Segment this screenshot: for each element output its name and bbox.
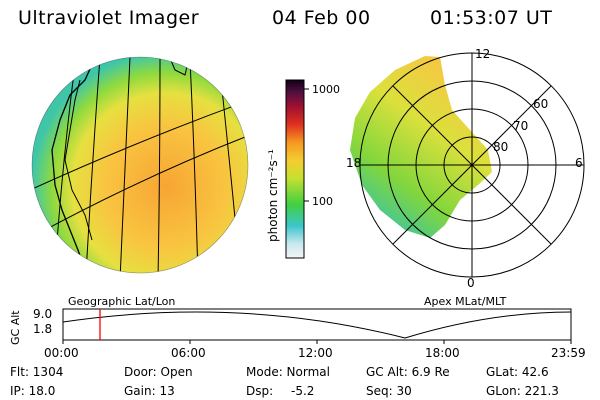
info-gc-alt: GC Alt: 6.9 Re [366,365,450,379]
info-mode: Mode: Normal [246,365,330,379]
info-door: Door: Open [124,365,193,379]
instrument-title: Ultraviolet Imager [18,7,200,29]
polar-plot [350,52,585,278]
mlt-label-0: 0 [467,276,475,290]
lat-label-70: 70 [513,119,529,133]
timeline-axis-title: GC Alt [9,310,22,345]
info-ip: IP: 18.0 [10,384,56,398]
info-dsp-label: Dsp: [246,384,274,398]
timeline-xtick-2359: 23:59 [551,346,586,360]
timeline-xtick-1200: 12:00 [298,346,333,360]
timeline-ytick-1-8: 1.8 [33,322,53,336]
polar-caption: Apex MLat/MLT [424,295,507,308]
lat-label-80: 80 [493,140,509,154]
geo-image [31,56,249,274]
info-glon: GLon: 221.3 [486,384,559,398]
info-dsp-value: -5.2 [291,384,315,398]
info-gain: Gain: 13 [124,384,175,398]
timeline-xtick-0000: 00:00 [44,346,79,360]
timeline-xtick-0600: 06:00 [171,346,206,360]
info-flt: Flt: 1304 [10,365,64,379]
timeline-plot [62,308,572,344]
geo-caption: Geographic Lat/Lon [68,295,176,308]
date-label: 04 Feb 00 [272,7,371,29]
colorbar-tick-100: 100 [312,195,333,208]
mlt-label-12: 12 [475,47,491,61]
timeline-xtick-1800: 18:00 [425,346,460,360]
colorbar [285,79,309,259]
info-glat: GLat: 42.6 [486,365,549,379]
lat-label-60: 60 [533,97,549,111]
time-label: 01:53:07 UT [430,7,553,29]
info-seq: Seq: 30 [366,384,412,398]
colorbar-tick-1000: 1000 [312,83,340,96]
timeline-ytick-9: 9.0 [33,307,53,321]
mlt-label-6: 6 [575,156,583,170]
colorbar-unit-label: photon cm⁻²s⁻¹ [266,149,280,242]
mlt-label-18: 18 [346,156,362,170]
